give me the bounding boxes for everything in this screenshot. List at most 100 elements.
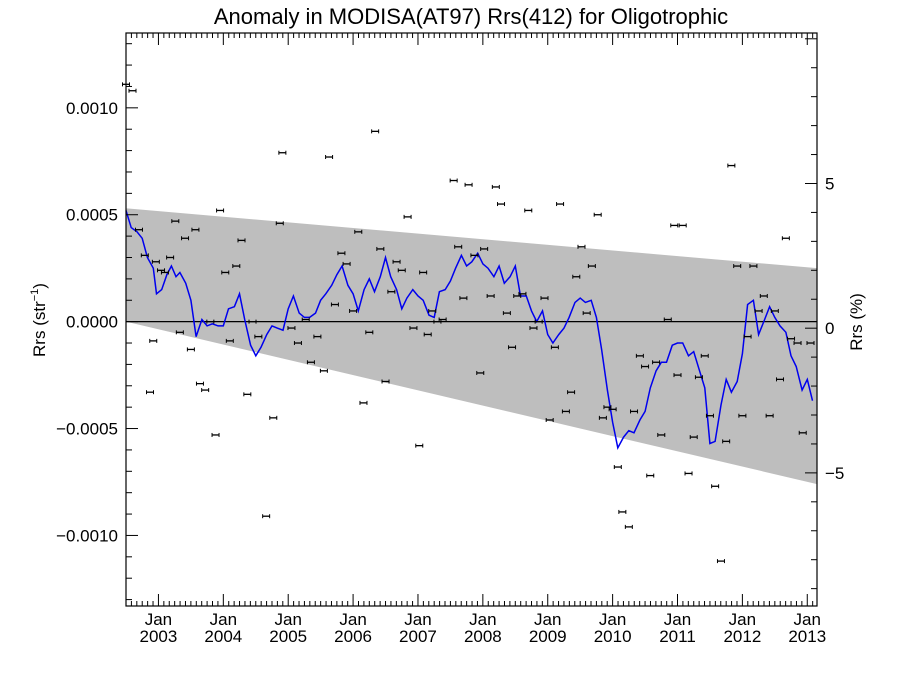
data-point [306,360,315,365]
data-point [157,268,166,273]
data-point [518,291,527,296]
data-point [195,381,204,386]
x-tick-label-month: Jan [794,610,821,629]
data-point [646,473,655,478]
x-tick-label-month: Jan [404,610,431,629]
data-point [476,370,485,375]
data-point [381,379,390,384]
data-point [582,311,591,316]
data-point [603,405,612,410]
data-point [160,270,169,275]
x-tick-label-month: Jan [664,610,691,629]
data-point [459,296,468,301]
data-point [166,255,175,260]
data-point [733,264,742,269]
data-point [700,353,709,358]
data-point [657,432,666,437]
confidence-band-layer [126,208,817,485]
data-point [140,253,149,258]
data-point [787,336,796,341]
data-point [330,302,339,307]
y-right-tick-label: −5 [825,464,844,483]
y-axis-right-label: Rrs (%) [847,293,866,351]
data-point [349,308,358,313]
data-point [371,129,380,134]
data-point [529,326,538,331]
data-point [248,319,257,324]
data-point [128,88,137,93]
data-point [186,347,195,352]
data-point [262,514,271,519]
data-point [201,388,210,393]
data-point [598,415,607,420]
data-point [540,296,549,301]
data-point [216,208,225,213]
data-point [337,251,346,256]
y-left-tick-label: 0.0010 [66,99,118,118]
y-left-tick-label: 0.0000 [66,313,118,332]
y-axis-left-label-exponent: −1 [29,289,41,302]
data-point [428,308,437,313]
data-point [237,238,246,243]
data-point [359,400,368,405]
data-point [134,227,143,232]
data-point [175,330,184,335]
x-tick-label-month: Jan [274,610,301,629]
data-point [342,261,351,266]
x-tick-label-month: Jan [729,610,756,629]
data-point [171,219,180,224]
data-point [727,163,736,168]
data-point [449,178,458,183]
y-axis-left-label: Rrs (str−1) [29,283,49,357]
data-point [211,432,220,437]
plot-frame [125,32,818,607]
data-point [776,377,785,382]
data-point [754,308,763,313]
y-axis-left-label-close: ) [30,283,49,289]
data-point [423,332,432,337]
data-point [243,392,252,397]
data-point [225,338,234,343]
data-point [221,270,230,275]
data-point [502,311,511,316]
data-point [652,360,661,365]
data-point [749,264,758,269]
x-tick-label-month: Jan [599,610,626,629]
data-point [232,264,241,269]
data-point [806,341,815,346]
data-point [497,202,506,207]
data-point [678,223,687,228]
data-point [577,244,586,249]
data-point [480,246,489,251]
x-tick-label-year: 2004 [204,627,242,646]
data-point [293,341,302,346]
data-point [275,221,284,226]
data-point [587,264,596,269]
x-tick-label-month: Jan [339,610,366,629]
axis-ticks-layer: Jan2003Jan2004Jan2005Jan2006Jan2007Jan20… [56,33,844,646]
data-point [206,319,215,324]
x-tick-label-year: 2010 [594,627,632,646]
data-point [593,212,602,217]
data-point [269,415,278,420]
data-point [550,345,559,350]
x-tick-label-year: 2008 [464,627,502,646]
data-point [670,223,679,228]
data-point [556,202,565,207]
data-point [663,317,672,322]
data-point [319,368,328,373]
y-left-tick-label: −0.0010 [56,526,118,545]
data-point [613,465,622,470]
data-point [630,409,639,414]
data-point [673,373,682,378]
data-point [641,364,650,369]
data-point [397,268,406,273]
data-point [486,293,495,298]
y-right-tick-label: 0 [825,319,834,338]
data-point [572,274,581,279]
data-point [419,270,428,275]
y-right-tick-label: 5 [825,174,834,193]
data-point [781,236,790,241]
data-point [770,308,779,313]
